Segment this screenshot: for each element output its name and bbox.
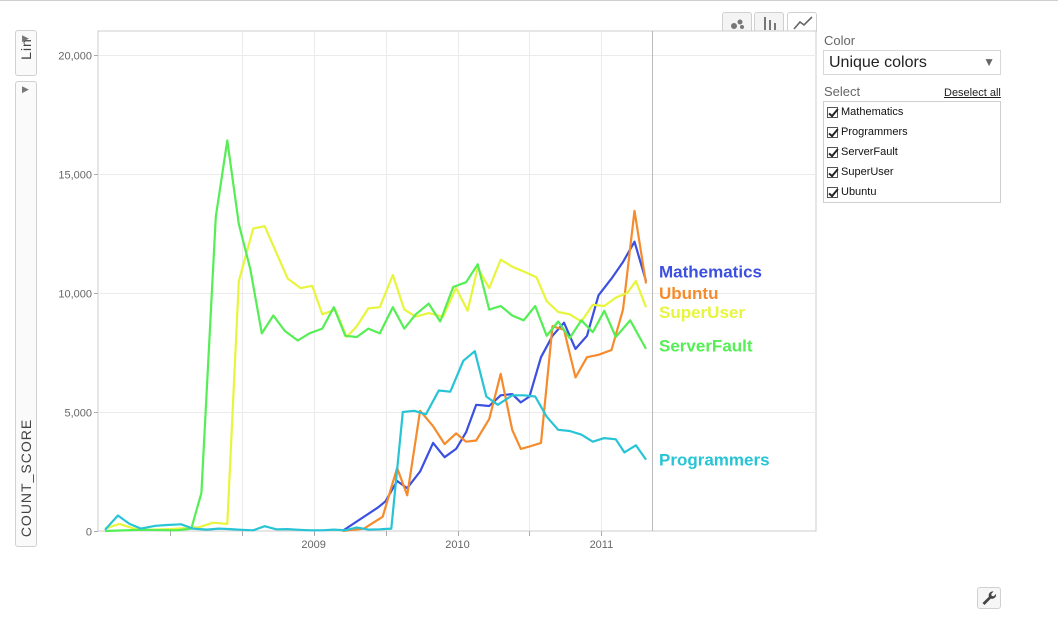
color-label: Color — [824, 33, 856, 48]
x-tick-label: 2009 — [301, 539, 325, 551]
series-line-programmers — [104, 350, 647, 532]
series-select-list: Mathematics Programmers ServerFault Supe… — [823, 101, 1001, 203]
select-item-label: SuperUser — [841, 166, 894, 178]
checkbox-checked-icon[interactable] — [827, 146, 838, 158]
select-item-superuser[interactable]: SuperUser — [827, 163, 894, 181]
series-label-programmers: Programmers — [659, 451, 770, 470]
select-item-label: Ubuntu — [841, 186, 877, 198]
series-layer — [104, 139, 648, 533]
series-line-superuser — [104, 225, 648, 531]
y-tick-label: 5,000 — [64, 408, 92, 420]
top-rule — [0, 0, 1058, 1]
bar-chart-button[interactable] — [754, 12, 784, 32]
series-label-ubuntu: Ubuntu — [659, 284, 718, 303]
y-axis-variable-selector[interactable]: ▶ COUNT_SCORE — [15, 81, 37, 547]
settings-button[interactable] — [977, 587, 1001, 609]
color-dropdown[interactable]: Unique colors ▼ — [823, 50, 1001, 75]
select-item-label: Programmers — [841, 126, 908, 138]
bubble-chart-button[interactable] — [722, 12, 752, 32]
bubble-chart-icon — [731, 19, 744, 29]
line-chart-icon — [793, 16, 813, 30]
series-line-ubuntu — [342, 209, 648, 533]
select-item-mathematics[interactable]: Mathematics — [827, 103, 903, 121]
series-label-serverfault: ServerFault — [659, 336, 753, 355]
checkbox-checked-icon[interactable] — [827, 186, 838, 198]
line-chart-button[interactable] — [787, 12, 817, 32]
series-line-serverfault — [104, 139, 647, 533]
checkbox-checked-icon[interactable] — [827, 106, 838, 118]
y-axis-triangle-icon: ▶ — [22, 84, 29, 94]
select-item-label: ServerFault — [841, 146, 898, 158]
line-chart: 0 5,000 10,000 15,000 20,000 2009 2010 2011 Mat… — [58, 30, 817, 552]
checkbox-checked-icon[interactable] — [827, 126, 838, 138]
y-scale-toggle[interactable]: Lin ▶ — [15, 30, 37, 76]
y-scale-triangle-icon: ▶ — [22, 33, 29, 43]
deselect-all-link[interactable]: Deselect all — [944, 87, 1001, 99]
series-label-superuser: SuperUser — [659, 303, 745, 322]
series-label-mathematics: Mathematics — [659, 262, 762, 281]
color-dropdown-value: Unique colors — [829, 54, 927, 71]
bar-chart-icon — [764, 17, 776, 30]
wrench-icon — [982, 591, 997, 605]
checkbox-checked-icon[interactable] — [827, 166, 838, 178]
select-label: Select — [824, 84, 861, 99]
select-item-programmers[interactable]: Programmers — [827, 123, 908, 141]
y-tick-label: 0 — [86, 527, 92, 539]
y-tick-label: 15,000 — [58, 170, 92, 182]
select-item-label: Mathematics — [841, 106, 904, 118]
y-tick-label: 10,000 — [58, 289, 92, 301]
tick-layer: 0 5,000 10,000 15,000 20,000 2009 2010 2011 — [58, 51, 613, 552]
x-tick-label: 2010 — [445, 539, 469, 551]
x-tick-label: 2011 — [590, 539, 614, 551]
select-item-serverfault[interactable]: ServerFault — [827, 143, 898, 161]
select-item-ubuntu[interactable]: Ubuntu — [827, 183, 876, 201]
dropdown-arrow-icon: ▼ — [983, 55, 995, 69]
y-tick-label: 20,000 — [58, 51, 92, 63]
